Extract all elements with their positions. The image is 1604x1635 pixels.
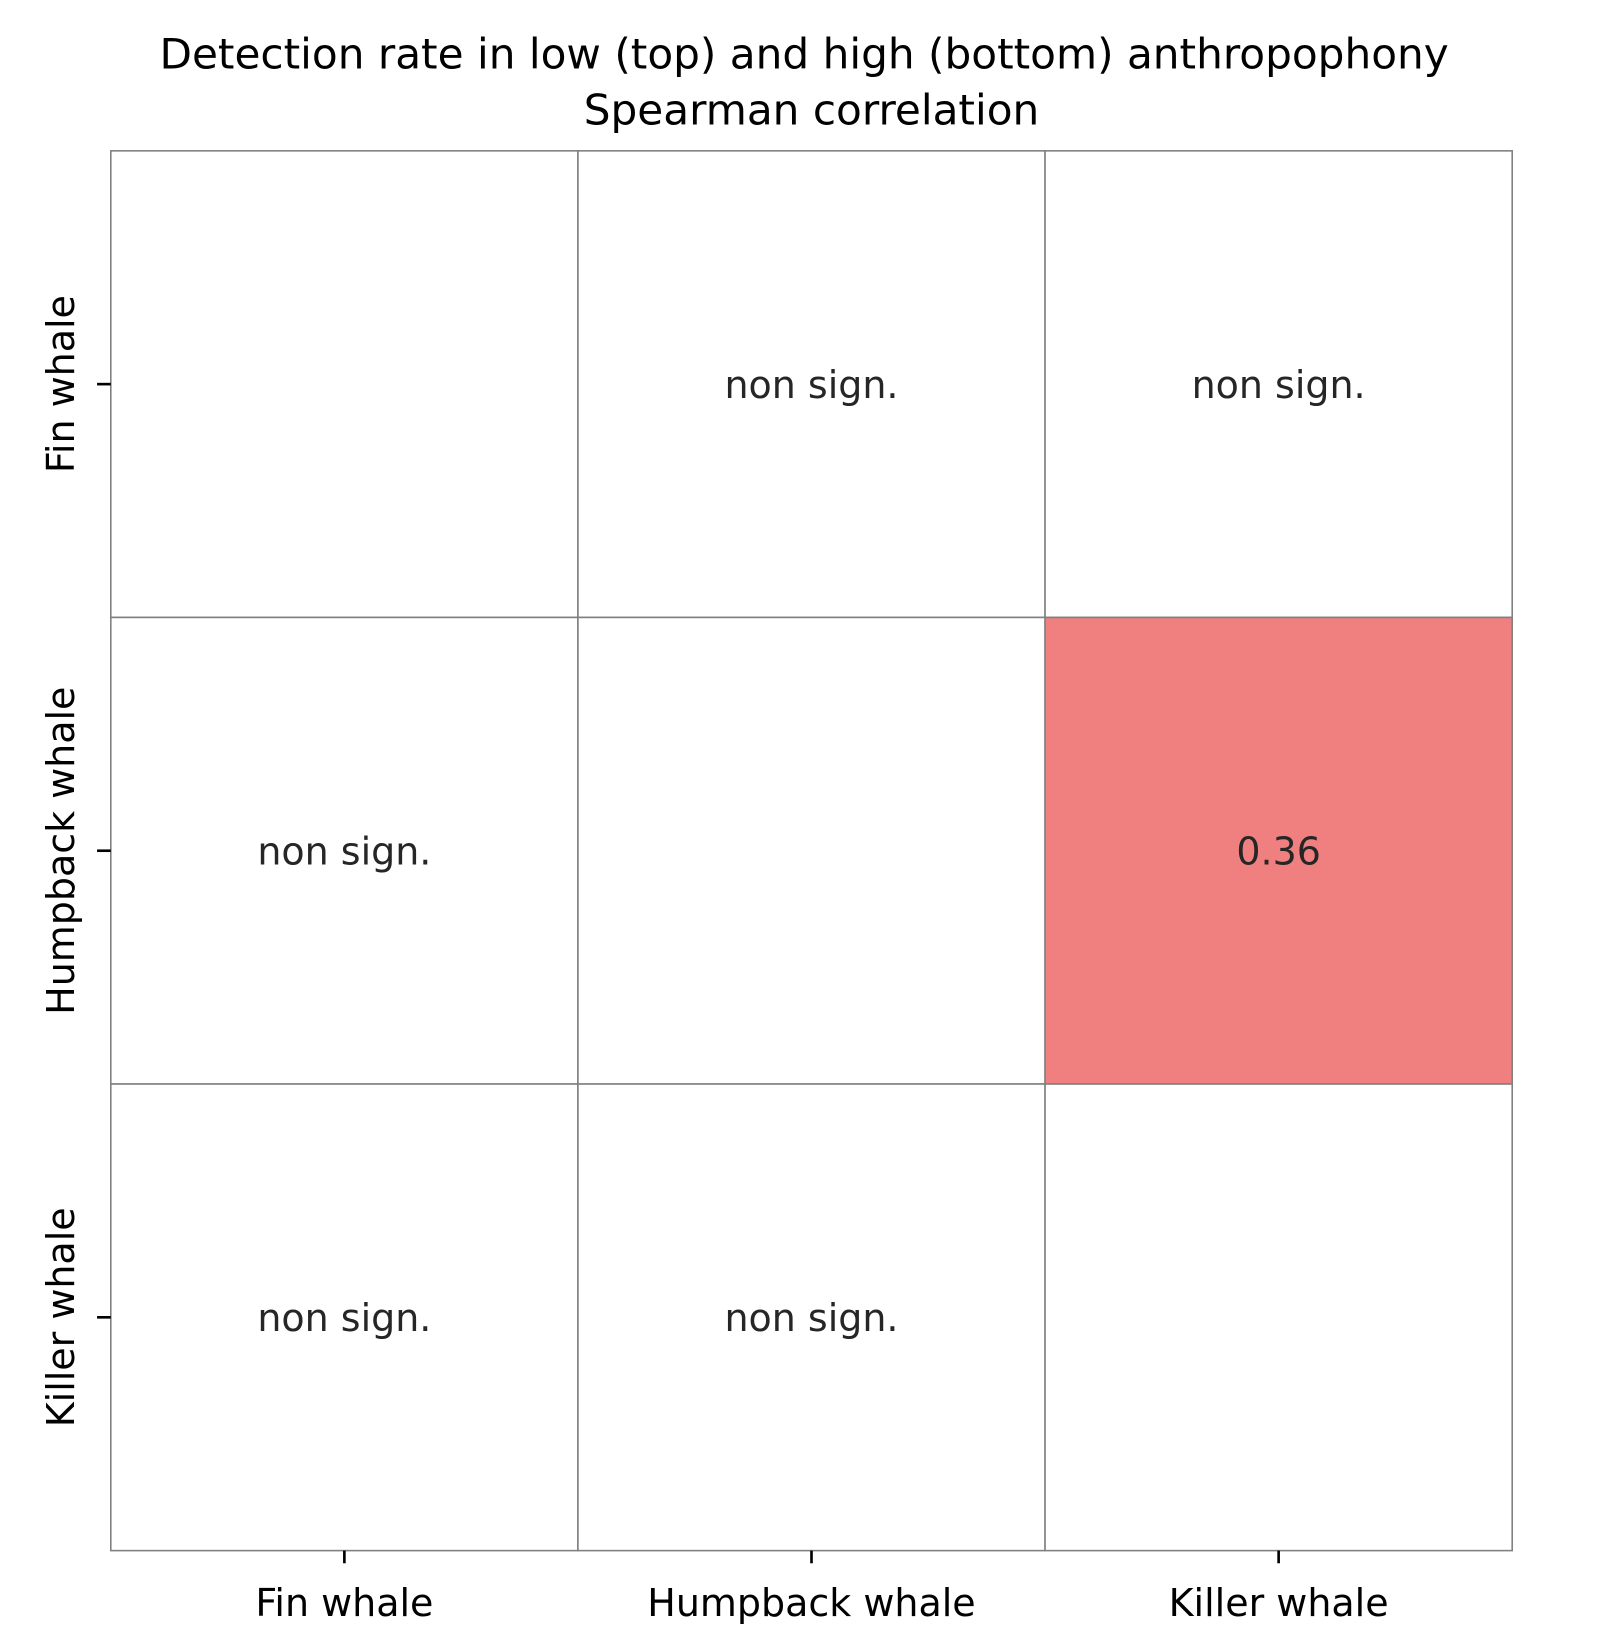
cell-label: non sign. [724,363,898,407]
heatmap-cell [577,616,1046,1085]
y-tick-label: Humpback whale [39,687,83,1015]
heatmap-cell [110,616,579,1085]
heatmap-cell [1044,150,1513,619]
cell-label: 0.36 [1236,829,1321,873]
heatmap-cell [110,1083,579,1552]
y-tick-label: Killer whale [39,1207,83,1427]
chart-title: Detection rate in low (top) and high (bo… [159,30,1448,79]
cell-label: non sign. [724,1296,898,1340]
x-tick-label: Killer whale [1169,1581,1389,1625]
heatmap-cell [1044,1083,1513,1552]
cell-label: non sign. [257,1296,431,1340]
heatmap-cell [577,150,1046,619]
chart-subtitle: Spearman correlation [584,85,1040,134]
x-tick-label: Humpback whale [647,1581,975,1625]
y-tick-label: Fin whale [39,295,83,473]
heatmap-cell [110,150,579,619]
x-tick-label: Fin whale [255,1581,433,1625]
heatmap-cell [577,1083,1046,1552]
heatmap-cell [1044,616,1513,1085]
cell-label: non sign. [1192,363,1366,407]
cell-label: non sign. [257,829,431,873]
